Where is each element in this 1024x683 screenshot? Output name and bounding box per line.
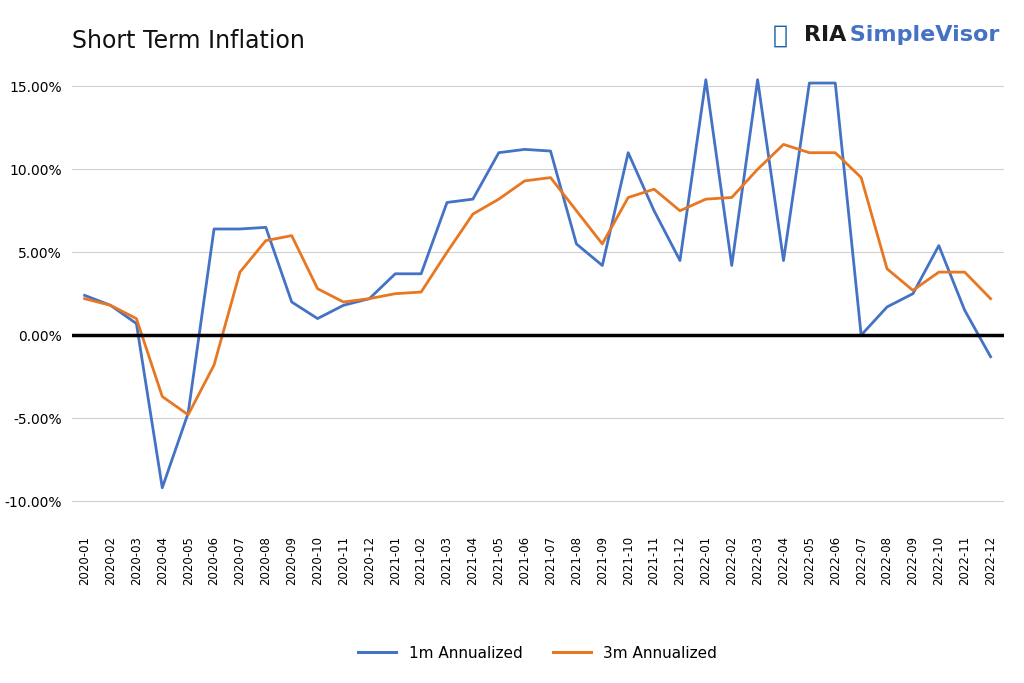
Legend: 1m Annualized, 3m Annualized: 1m Annualized, 3m Annualized <box>352 640 723 667</box>
Text: 🦅: 🦅 <box>773 24 788 48</box>
Text: SimpleVisor: SimpleVisor <box>842 25 999 45</box>
Text: Short Term Inflation: Short Term Inflation <box>72 29 304 53</box>
Text: RIA: RIA <box>804 25 846 45</box>
